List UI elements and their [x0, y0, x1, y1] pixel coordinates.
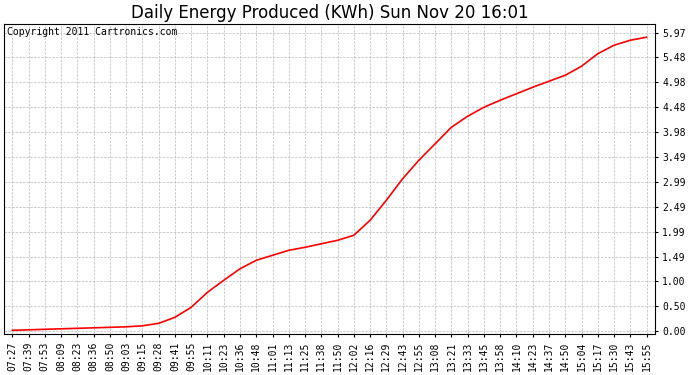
Title: Daily Energy Produced (KWh) Sun Nov 20 16:01: Daily Energy Produced (KWh) Sun Nov 20 1…	[130, 4, 529, 22]
Text: Copyright 2011 Cartronics.com: Copyright 2011 Cartronics.com	[8, 27, 178, 37]
